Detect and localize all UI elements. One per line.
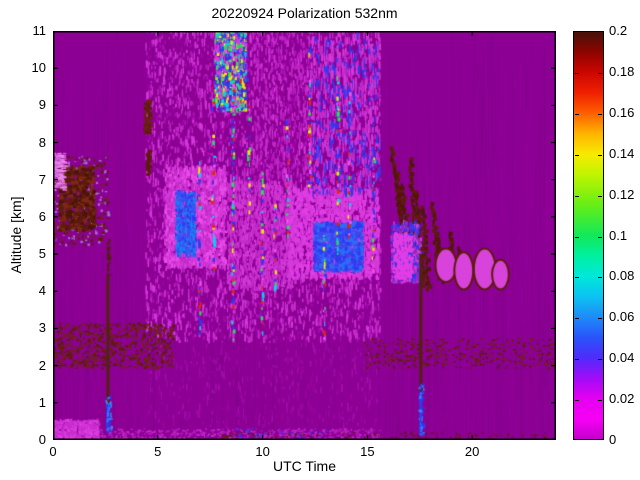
colorbar-tick-mark — [575, 72, 579, 74]
colorbar-tick-mark — [575, 277, 579, 279]
heatmap-canvas — [53, 31, 556, 440]
x-tick-label: 5 — [154, 444, 162, 459]
y-tick-label: 7 — [38, 171, 46, 187]
colorbar-tick-mark — [598, 318, 602, 320]
y-tick-label: 2 — [38, 357, 46, 373]
colorbar-tick-mark — [575, 195, 579, 197]
y-tick-label: 5 — [38, 246, 46, 262]
colorbar-tick-mark — [598, 113, 602, 115]
y-tick-label: 11 — [32, 23, 47, 38]
x-tick-label: 20 — [464, 444, 480, 459]
y-tick-label: 0 — [38, 432, 46, 447]
colorbar-tick-mark — [598, 400, 602, 402]
y-tick-label: 9 — [38, 97, 46, 113]
x-tick-label: 15 — [360, 444, 375, 459]
y-tick-label: 3 — [38, 320, 46, 336]
colorbar-tick-label: 0.16 — [609, 104, 635, 120]
colorbar-tick-label: 0.1 — [609, 227, 628, 243]
plot-area — [53, 31, 556, 440]
colorbar-tick-mark — [598, 359, 602, 361]
colorbar-tick-label: 0 — [609, 432, 617, 447]
colorbar-tick-mark — [575, 318, 579, 320]
colorbar-tick-label: 0.2 — [609, 23, 628, 38]
colorbar-tick-mark — [575, 359, 579, 361]
colorbar-tick-mark — [575, 236, 579, 238]
y-tick-label: 4 — [38, 283, 46, 299]
colorbar-tick-label: 0.14 — [609, 145, 635, 161]
colorbar-tick-label: 0.02 — [609, 391, 635, 407]
colorbar-tick-label: 0.06 — [609, 309, 635, 325]
colorbar-tick-label: 0.08 — [609, 268, 635, 284]
colorbar-tick-mark — [598, 72, 602, 74]
colorbar — [573, 31, 604, 440]
y-tick-label: 6 — [38, 208, 46, 224]
colorbar-tick-mark — [598, 195, 602, 197]
colorbar-tick-mark — [575, 154, 579, 156]
colorbar-tick-label: 0.04 — [609, 350, 635, 366]
y-tick-label: 10 — [31, 60, 46, 76]
colorbar-tick-mark — [575, 113, 579, 115]
x-axis-label: UTC Time — [273, 458, 336, 474]
colorbar-tick-mark — [598, 154, 602, 156]
colorbar-tick-mark — [598, 277, 602, 279]
colorbar-tick-label: 0.18 — [609, 63, 635, 79]
colorbar-tick-label: 0.12 — [609, 186, 635, 202]
chart-title: 20220924 Polarization 532nm — [211, 5, 398, 21]
x-tick-label: 10 — [255, 444, 270, 459]
colorbar-tick-mark — [575, 400, 579, 402]
x-tick-label: 0 — [49, 444, 57, 459]
y-tick-label: 1 — [38, 394, 46, 410]
y-tick-label: 8 — [38, 134, 46, 150]
colorbar-tick-mark — [598, 236, 602, 238]
